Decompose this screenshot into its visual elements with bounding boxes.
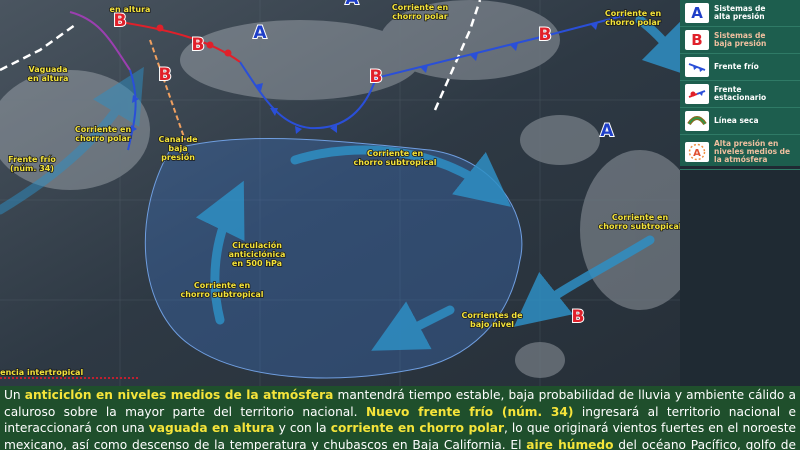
map-label: Vaguada [28, 65, 67, 74]
legend-line: Frente frío [714, 62, 759, 71]
legend-icon [685, 57, 709, 77]
legend-row: Frente estacionario [680, 81, 800, 108]
map-label: Corriente en [75, 125, 132, 134]
highlight: Nuevo frente frío (núm. 34) [365, 404, 574, 419]
legend-text: Sistemas de baja presión [714, 32, 766, 48]
jet-arrows [0, 15, 680, 351]
highlight: vaguada en altura [148, 421, 275, 435]
text-run: del océano Pacífico, golfo de México y M… [618, 437, 796, 450]
trough-line [0, 23, 76, 72]
svg-text:A: A [693, 148, 701, 159]
pressure-symbols: AAABBBBBB [113, 0, 616, 328]
summary-text: Un anticiclón en niveles medios de la at… [0, 386, 800, 450]
highlight: corriente en chorro polar [330, 421, 504, 435]
legend-text: Alta presión en niveles medios de la atmós… [714, 140, 790, 164]
legend-text: Sistemas de alta presión [714, 5, 766, 21]
pressure-symbol: B [370, 67, 383, 87]
map-label: Frente frío [8, 155, 56, 164]
pressure-symbol: A [345, 0, 359, 9]
map-label: presión [161, 152, 195, 162]
map-label: chorro polar [605, 18, 660, 27]
legend-icon: A [685, 142, 709, 162]
legend-text: Frente estacionario [714, 86, 766, 102]
legend-line: Línea seca [714, 116, 759, 125]
map-label: bajo nivel [470, 320, 514, 329]
map-label: Circulación [232, 240, 282, 250]
legend-icon [685, 111, 709, 131]
occluded-front [69, 11, 131, 71]
legend-line: baja presión [714, 39, 767, 48]
legend-symbol: B [691, 31, 703, 49]
text-run: mantendrá tiempo estable, baja probabili… [4, 388, 796, 419]
highlight: aire húmedo [526, 437, 614, 450]
legend-line: niveles medios de [714, 147, 791, 156]
legend-row: A Sistemas de alta presión [680, 0, 800, 27]
pressure-symbol: B [539, 25, 552, 45]
pressure-symbol: B [114, 11, 127, 31]
map-label: en 500 hPa [232, 259, 282, 268]
legend: A Sistemas de alta presión B Sistemas de baja… [680, 0, 800, 170]
low-pressure-channel [149, 39, 186, 141]
legend-line: alta presión [714, 12, 765, 21]
map-label: Corriente en [612, 213, 669, 222]
map-label: Corriente en [194, 281, 251, 290]
legend-row: A Alta presión en niveles medios de la atmó… [680, 135, 800, 170]
map-label: en altura [28, 74, 69, 83]
legend-text: Línea seca [714, 117, 759, 125]
front-triangles [130, 22, 598, 134]
map-label: Zona de convergencia intertropical [0, 368, 83, 377]
text-run: ingresará al territorio nacional e inter… [4, 404, 797, 436]
map-label: chorro subtropical [354, 158, 437, 167]
map-label: chorro subtropical [181, 290, 264, 299]
legend-text: Frente frío [714, 63, 759, 71]
map-label: chorro polar [75, 134, 130, 143]
legend-icon [685, 84, 709, 104]
pressure-symbol: A [600, 121, 614, 141]
map-label: Corrientes de [461, 311, 523, 320]
map-label: chorro polar [392, 12, 447, 21]
text-run: Un [4, 388, 25, 402]
map-label: baja [168, 144, 187, 153]
map-label: Corriente en [605, 9, 662, 18]
map-label: Corriente en [392, 3, 449, 12]
pressure-symbol: B [572, 307, 585, 327]
map-label: (núm. 34) [10, 164, 54, 173]
map-label: anticiclónica [229, 249, 286, 259]
text-run: , lo que originará vientos fuertes en el… [4, 421, 797, 450]
legend-icon: A [685, 3, 709, 23]
legend-line: Frente [714, 85, 742, 94]
legend-row: Frente frío [680, 54, 800, 81]
legend-symbol: A [691, 4, 703, 22]
legend-icon: B [685, 30, 709, 50]
text-run: y con la [274, 421, 331, 435]
map-label: Canal de [158, 135, 198, 144]
map-label: Corriente en [367, 149, 424, 158]
legend-row: Línea seca [680, 108, 800, 135]
map-label: chorro subtropical [599, 222, 680, 231]
legend-line: Alta presión en [714, 139, 779, 148]
trough-line [433, 0, 482, 111]
legend-line: la atmósfera [714, 155, 768, 164]
front-semicircles [156, 24, 232, 57]
cold-front [127, 69, 137, 151]
legend-line: Sistemas de [714, 31, 766, 40]
pressure-symbol: A [253, 23, 267, 43]
map-label: en altura [110, 5, 151, 14]
legend-row: B Sistemas de baja presión [680, 27, 800, 54]
pressure-symbol: B [192, 35, 205, 55]
highlight: anticiclón en niveles medios de la atmós… [24, 388, 334, 402]
cold-front [239, 13, 631, 130]
legend-line: estacionario [714, 93, 767, 102]
pressure-symbol: B [159, 65, 172, 85]
legend-line: Sistemas de [714, 4, 766, 13]
